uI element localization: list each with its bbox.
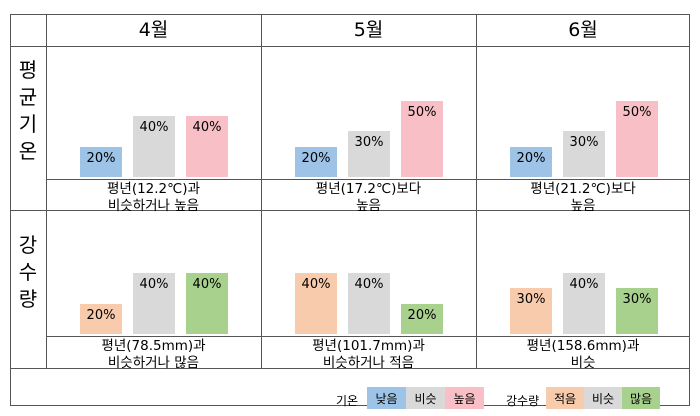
bar-value-label: 50% <box>407 105 437 120</box>
row-label-char: 평 <box>18 58 38 82</box>
row-label-char: 온 <box>18 139 38 163</box>
bar-value-label: 40% <box>139 120 169 136</box>
bar-value-label: 50% <box>622 105 652 120</box>
bar-precipitation-1-적음: 20% <box>80 303 122 334</box>
bar-value-label: 20% <box>301 150 331 166</box>
legend-divider <box>10 368 690 369</box>
bar-precipitation-2-비슷: 40% <box>348 273 390 334</box>
bar-value-label: 30% <box>622 292 652 308</box>
bar-value-label: 30% <box>516 292 546 308</box>
bar-value-label: 20% <box>407 307 437 323</box>
caption-divider-1 <box>46 179 690 180</box>
bar-temperature-2-낮음: 20% <box>295 146 337 177</box>
legend-temp-1: 낮음 <box>367 387 406 409</box>
bar-value-label: 40% <box>139 277 169 293</box>
forecast-table: 4월 5월 6월 평 균 기 온 강 수 량 20% 40% 40% 평년(12.2℃)과 비슷하거나 높… <box>10 14 690 409</box>
bar-value-label: 40% <box>192 120 222 136</box>
legend-precip-title: 강수량 <box>506 394 540 408</box>
bar-precipitation-3-많음: 30% <box>616 288 658 334</box>
bar-value-label: 30% <box>354 135 384 151</box>
bar-value-label: 30% <box>569 135 599 151</box>
month-header-1: 4월 <box>138 19 169 41</box>
bar-value-label: 40% <box>569 277 599 293</box>
bar-precipitation-3-비슷: 40% <box>563 273 605 334</box>
caption-temperature-1: 평년(12.2℃)과 비슷하거나 높음 <box>106 181 200 214</box>
legend-precip-2: 비슷 <box>584 387 622 409</box>
header-divider <box>10 46 690 47</box>
column-divider-3 <box>476 14 477 368</box>
column-divider-1 <box>46 14 47 368</box>
bar-temperature-2-높음: 50% <box>401 101 443 177</box>
caption-precipitation-3: 평년(158.6mm)과 비슷 <box>526 338 640 371</box>
month-header-2: 5월 <box>353 19 384 41</box>
legend-precip-3: 많음 <box>622 387 660 409</box>
row-label-char: 기 <box>18 112 38 136</box>
legend-temp-3: 높음 <box>445 387 484 409</box>
row-divider <box>10 210 690 211</box>
bar-temperature-1-비슷: 40% <box>133 116 175 177</box>
bar-value-label: 40% <box>301 277 331 293</box>
bar-temperature-3-낮음: 20% <box>510 146 552 177</box>
bar-temperature-3-비슷: 30% <box>563 131 605 177</box>
bar-value-label: 20% <box>516 150 546 166</box>
bar-value-label: 20% <box>86 150 116 166</box>
bar-precipitation-3-적음: 30% <box>510 288 552 334</box>
caption-precipitation-1: 평년(78.5mm)과 비슷하거나 많음 <box>101 338 206 371</box>
month-header-3: 6월 <box>568 19 598 41</box>
row-label-char: 량 <box>18 286 38 311</box>
table-border-bottom <box>10 405 690 406</box>
row-label-char: 균 <box>18 85 38 109</box>
bar-value-label: 40% <box>354 277 384 293</box>
bar-value-label: 40% <box>192 277 222 293</box>
bar-value-label: 20% <box>86 307 116 323</box>
legend-temp-2: 비슷 <box>406 387 445 409</box>
legend-precip-1: 적음 <box>546 387 584 409</box>
caption-precipitation-2: 평년(101.7mm)과 비슷하거나 적음 <box>312 338 425 371</box>
bar-temperature-1-높음: 40% <box>186 116 228 177</box>
row-label-char: 수 <box>18 259 38 284</box>
caption-temperature-2: 평년(17.2℃)보다 높음 <box>315 181 422 214</box>
bar-precipitation-1-많음: 40% <box>186 273 228 334</box>
table-border-top <box>10 14 690 15</box>
bar-temperature-1-낮음: 20% <box>80 146 122 177</box>
column-divider-2 <box>261 14 262 368</box>
row-label-char: 강 <box>18 232 38 257</box>
bar-precipitation-2-많음: 20% <box>401 303 443 334</box>
bar-temperature-3-높음: 50% <box>616 101 658 177</box>
caption-temperature-3: 평년(21.2℃)보다 높음 <box>530 181 636 214</box>
bar-precipitation-2-적음: 40% <box>295 273 337 334</box>
caption-divider-2 <box>46 336 690 337</box>
legend-temp-title: 기온 <box>336 394 359 408</box>
bar-temperature-2-비슷: 30% <box>348 131 390 177</box>
bar-precipitation-1-비슷: 40% <box>133 273 175 334</box>
